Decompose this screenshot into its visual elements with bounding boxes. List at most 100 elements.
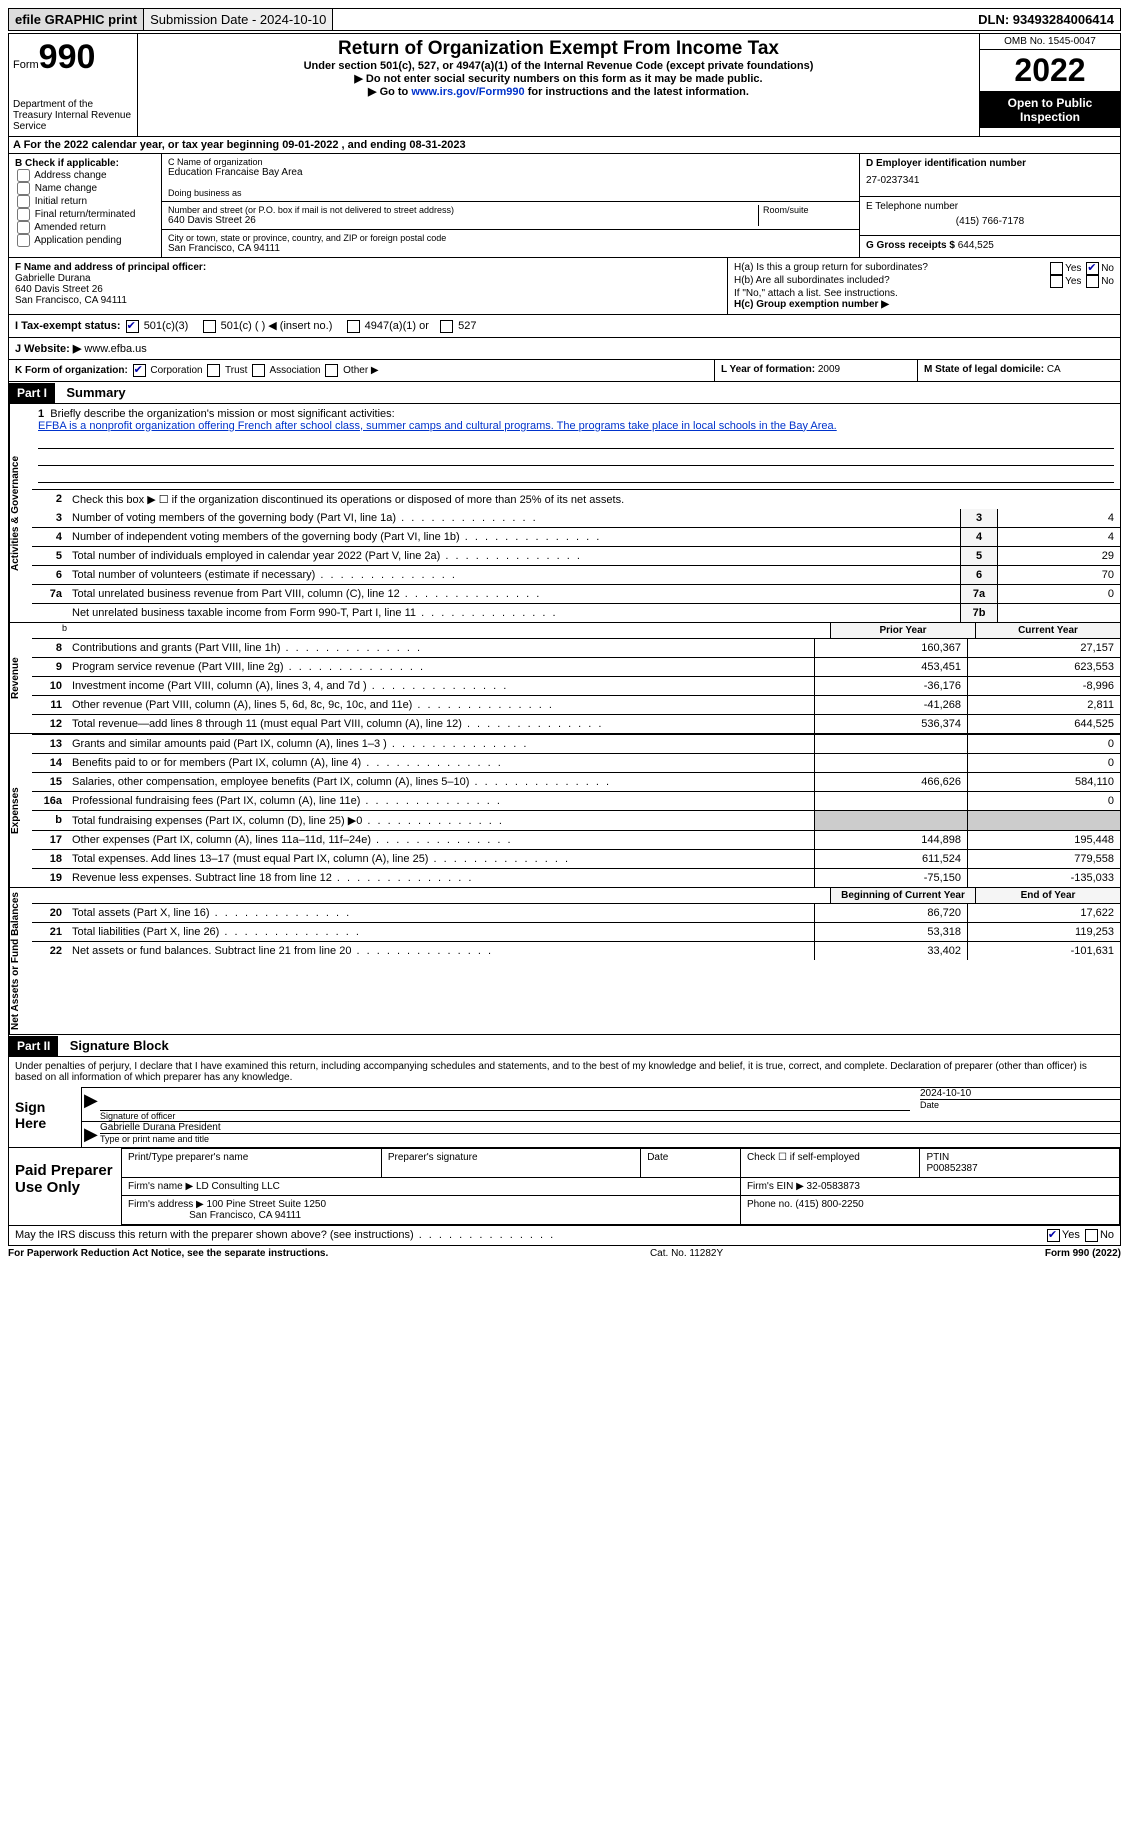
h-b-no[interactable] [1086,275,1099,288]
instruction-1: ▶ Do not enter social security numbers o… [142,72,975,85]
firm-addr2: San Francisco, CA 94111 [189,1210,301,1221]
discuss-text: May the IRS discuss this return with the… [15,1229,555,1242]
table-row: 13Grants and similar amounts paid (Part … [32,734,1120,753]
dba-label: Doing business as [168,188,853,198]
phone-label: E Telephone number [866,201,1114,212]
check-amended-return[interactable]: Amended return [15,221,155,234]
row-j-website: J Website: ▶ www.efba.us [8,338,1121,360]
room-label: Room/suite [763,205,853,215]
year-formation: 2009 [818,364,840,375]
h-a-label: H(a) Is this a group return for subordin… [734,262,1048,275]
org-city: San Francisco, CA 94111 [168,243,853,254]
check-501c[interactable] [203,320,216,333]
summary-governance: Activities & Governance 1 Briefly descri… [8,404,1121,623]
efile-btn[interactable]: efile GRAPHIC print [9,9,144,30]
side-expenses: Expenses [9,734,32,887]
h-b-label: H(b) Are all subordinates included? [734,275,1048,288]
sign-here-label: Sign Here [9,1087,82,1147]
check-527[interactable] [440,320,453,333]
table-row: 10Investment income (Part VIII, column (… [32,676,1120,695]
table-row: 19Revenue less expenses. Subtract line 1… [32,868,1120,887]
arrow-icon: ▶ [82,1088,100,1121]
f-label: F Name and address of principal officer: [15,262,721,273]
form-number: 990 [39,38,96,76]
summary-expenses: Expenses 13Grants and similar amounts pa… [8,734,1121,888]
city-label: City or town, state or province, country… [168,233,853,243]
check-address-change[interactable]: Address change [15,169,155,182]
irs-link[interactable]: www.irs.gov/Form990 [411,86,524,98]
paid-preparer-section: Paid Preparer Use Only Print/Type prepar… [8,1148,1121,1226]
submission-date: Submission Date - 2024-10-10 [144,9,333,30]
h-a-no[interactable] [1086,262,1099,275]
discuss-yes[interactable] [1047,1229,1060,1242]
row-f-h: F Name and address of principal officer:… [8,258,1121,315]
check-name-change[interactable]: Name change [15,182,155,195]
check-other[interactable] [325,364,338,377]
check-final-return[interactable]: Final return/terminated [15,208,155,221]
check-association[interactable] [252,364,265,377]
col-end-year: End of Year [975,888,1120,903]
dln: DLN: 93493284006414 [972,9,1120,30]
ptin-value: P00852387 [926,1163,1113,1174]
check-trust[interactable] [207,364,220,377]
paperwork-notice: For Paperwork Reduction Act Notice, see … [8,1248,328,1259]
side-revenue: Revenue [9,623,32,733]
info-grid: B Check if applicable: Address change Na… [8,154,1121,258]
h-b-yes[interactable] [1050,275,1063,288]
firm-name: LD Consulting LLC [196,1181,280,1192]
form-footer: Form 990 (2022) [1045,1248,1121,1259]
h-a-yes[interactable] [1050,262,1063,275]
part-1-title: Summary [58,382,133,403]
sig-declaration: Under penalties of perjury, I declare th… [9,1057,1120,1087]
arrow-icon: ▶ [82,1122,100,1147]
table-row: bTotal fundraising expenses (Part IX, co… [32,810,1120,830]
check-4947[interactable] [347,320,360,333]
calendar-year-row: A For the 2022 calendar year, or tax yea… [8,137,1121,154]
cat-no: Cat. No. 11282Y [328,1248,1045,1259]
table-row: 5Total number of individuals employed in… [32,546,1120,565]
topbar: efile GRAPHIC print Submission Date - 20… [8,8,1121,31]
tax-year: 2022 [980,50,1120,92]
table-row: 16aProfessional fundraising fees (Part I… [32,791,1120,810]
firm-phone: (415) 800-2250 [795,1199,863,1210]
form-word: Form [13,59,39,71]
col-prior-year: Prior Year [830,623,975,638]
row-i-tax-exempt: I Tax-exempt status: 501(c)(3) 501(c) ( … [8,315,1121,338]
check-b-label: B Check if applicable: [15,158,155,169]
sig-date: 2024-10-10 [920,1088,1120,1100]
h-b-note: If "No," attach a list. See instructions… [734,288,1114,299]
col-begin-year: Beginning of Current Year [830,888,975,903]
table-row: 22Net assets or fund balances. Subtract … [32,941,1120,960]
table-row: 18Total expenses. Add lines 13–17 (must … [32,849,1120,868]
officer-name: Gabrielle Durana [15,273,721,284]
mission-label: Briefly describe the organization's miss… [50,408,394,420]
table-row: 20Total assets (Part X, line 16)86,72017… [32,903,1120,922]
table-row: 11Other revenue (Part VIII, column (A), … [32,695,1120,714]
summary-revenue: Revenue b Prior Year Current Year 8Contr… [8,623,1121,734]
check-initial-return[interactable]: Initial return [15,195,155,208]
officer-city: San Francisco, CA 94111 [15,295,721,306]
table-row: 4Number of independent voting members of… [32,527,1120,546]
omb-number: OMB No. 1545-0047 [980,34,1120,50]
check-501c3[interactable] [126,320,139,333]
table-row: Net unrelated business taxable income fr… [32,603,1120,622]
col-c-org: C Name of organization Education Francai… [162,154,860,257]
firm-addr1: 100 Pine Street Suite 1250 [207,1199,327,1210]
discuss-no[interactable] [1085,1229,1098,1242]
mission-text: EFBA is a nonprofit organization offerin… [38,420,837,432]
line-2-desc: Check this box ▶ ☐ if the organization d… [68,490,1120,509]
table-row: 6Total number of volunteers (estimate if… [32,565,1120,584]
table-row: 3Number of voting members of the governi… [32,509,1120,527]
part-1-label: Part I [9,383,55,403]
form-title: Return of Organization Exempt From Incom… [142,38,975,60]
row-klm: K Form of organization: Corporation Trus… [8,360,1121,382]
table-row: 21Total liabilities (Part X, line 26)53,… [32,922,1120,941]
check-corporation[interactable] [133,364,146,377]
check-app-pending[interactable]: Application pending [15,234,155,247]
col-b-checkboxes: B Check if applicable: Address change Na… [9,154,162,257]
bottom-line: For Paperwork Reduction Act Notice, see … [8,1246,1121,1261]
part-2-title: Signature Block [62,1035,177,1056]
side-governance: Activities & Governance [9,404,32,622]
c-name-label: C Name of organization [168,157,853,167]
side-net: Net Assets or Fund Balances [9,888,32,1034]
